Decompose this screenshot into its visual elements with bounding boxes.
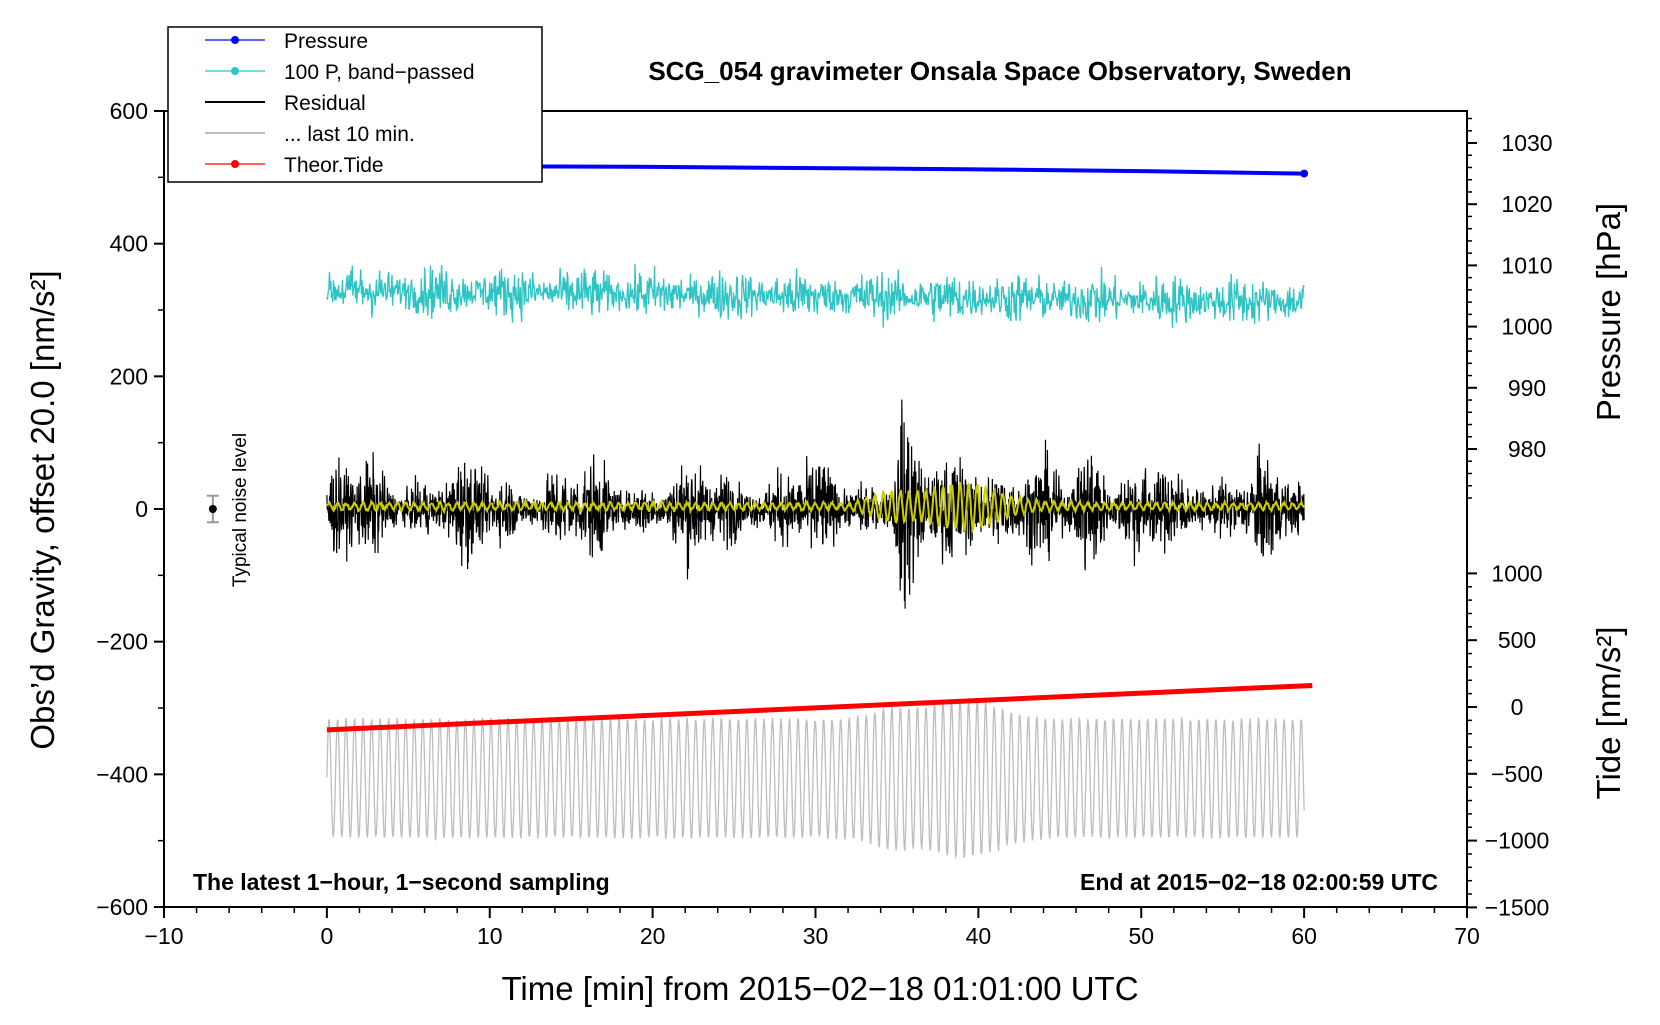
y-tick-label-left: −200 [96, 629, 148, 655]
tide-tick-label: −500 [1491, 761, 1543, 787]
series-100-p-band-passed [326, 264, 1305, 328]
y-axis-label-left: Obs’d Gravity, offset 20.0 [nm/s²] [24, 270, 61, 749]
pressure-tick-label: 990 [1508, 375, 1546, 401]
legend-label: Theor.Tide [284, 154, 384, 177]
x-tick-label: 0 [320, 923, 333, 949]
y-tick-label-left: 400 [110, 231, 148, 257]
pressure-tick-label: 1030 [1501, 130, 1552, 156]
legend-label: Residual [284, 92, 366, 115]
x-tick-label: 30 [803, 923, 829, 949]
pressure-tick-label: 1010 [1501, 252, 1552, 278]
y-tick-label-left: −600 [96, 894, 148, 920]
series-filtered-residual [326, 482, 1306, 534]
data-layer [326, 163, 1313, 860]
x-tick-label: −10 [144, 923, 183, 949]
y-tick-label-left: −400 [96, 761, 148, 787]
x-tick-label: 70 [1454, 923, 1480, 949]
tide-tick-label: 0 [1511, 694, 1524, 720]
y-tick-label-left: 0 [135, 496, 148, 522]
pressure-tick-label: 1020 [1501, 191, 1552, 217]
tide-tick-label: −1500 [1485, 894, 1550, 920]
x-tick-label: 20 [640, 923, 666, 949]
chart-title: SCG_054 gravimeter Onsala Space Observat… [648, 56, 1351, 86]
axis-ticks: −10 0 10 20 30 40 50 60 706004002000−200−400−600… [96, 98, 1552, 949]
x-axis-label: Time [min] from 2015−02−18 01:01:00 UTC [501, 970, 1138, 1007]
pressure-tick-label: 1000 [1501, 314, 1552, 340]
legend-box [167, 26, 543, 183]
legend-label: Pressure [284, 30, 368, 53]
tide-tick-label: 500 [1498, 627, 1536, 653]
y-axis-label-pressure: Pressure [hPa] [1590, 203, 1627, 421]
tide-tick-label: −1000 [1485, 828, 1550, 854]
noise-label: Typical noise level [230, 433, 251, 587]
legend-label: 100 P, band−passed [284, 61, 475, 84]
legend-marker [231, 160, 239, 168]
y-tick-label-left: 200 [110, 363, 148, 389]
legend-marker [231, 36, 239, 44]
legend: Pressure 100 P, band−passed Residual ... la… [167, 26, 543, 183]
x-tick-label: 50 [1128, 923, 1154, 949]
x-tick-label: 40 [966, 923, 992, 949]
x-tick-label: 60 [1291, 923, 1317, 949]
annotation-sampling: The latest 1−hour, 1−second sampling [193, 869, 610, 895]
pressure-tick-label: 980 [1508, 436, 1546, 462]
legend-label: ... last 10 min. [284, 123, 415, 146]
x-tick-label: 10 [477, 923, 503, 949]
noise-indicator: Typical noise level [206, 433, 251, 587]
legend-marker [231, 67, 239, 75]
series--last-10-min- [326, 697, 1305, 860]
series-theor-tide [326, 682, 1313, 733]
noise-point [208, 505, 217, 513]
y-axis-label-tide: Tide [nm/s²] [1590, 627, 1627, 800]
tide-tick-label: 1000 [1491, 560, 1542, 586]
annotation-end-time: End at 2015−02−18 02:00:59 UTC [1080, 869, 1438, 895]
y-tick-label-left: 600 [110, 98, 148, 124]
pressure-end-marker [1300, 169, 1309, 178]
